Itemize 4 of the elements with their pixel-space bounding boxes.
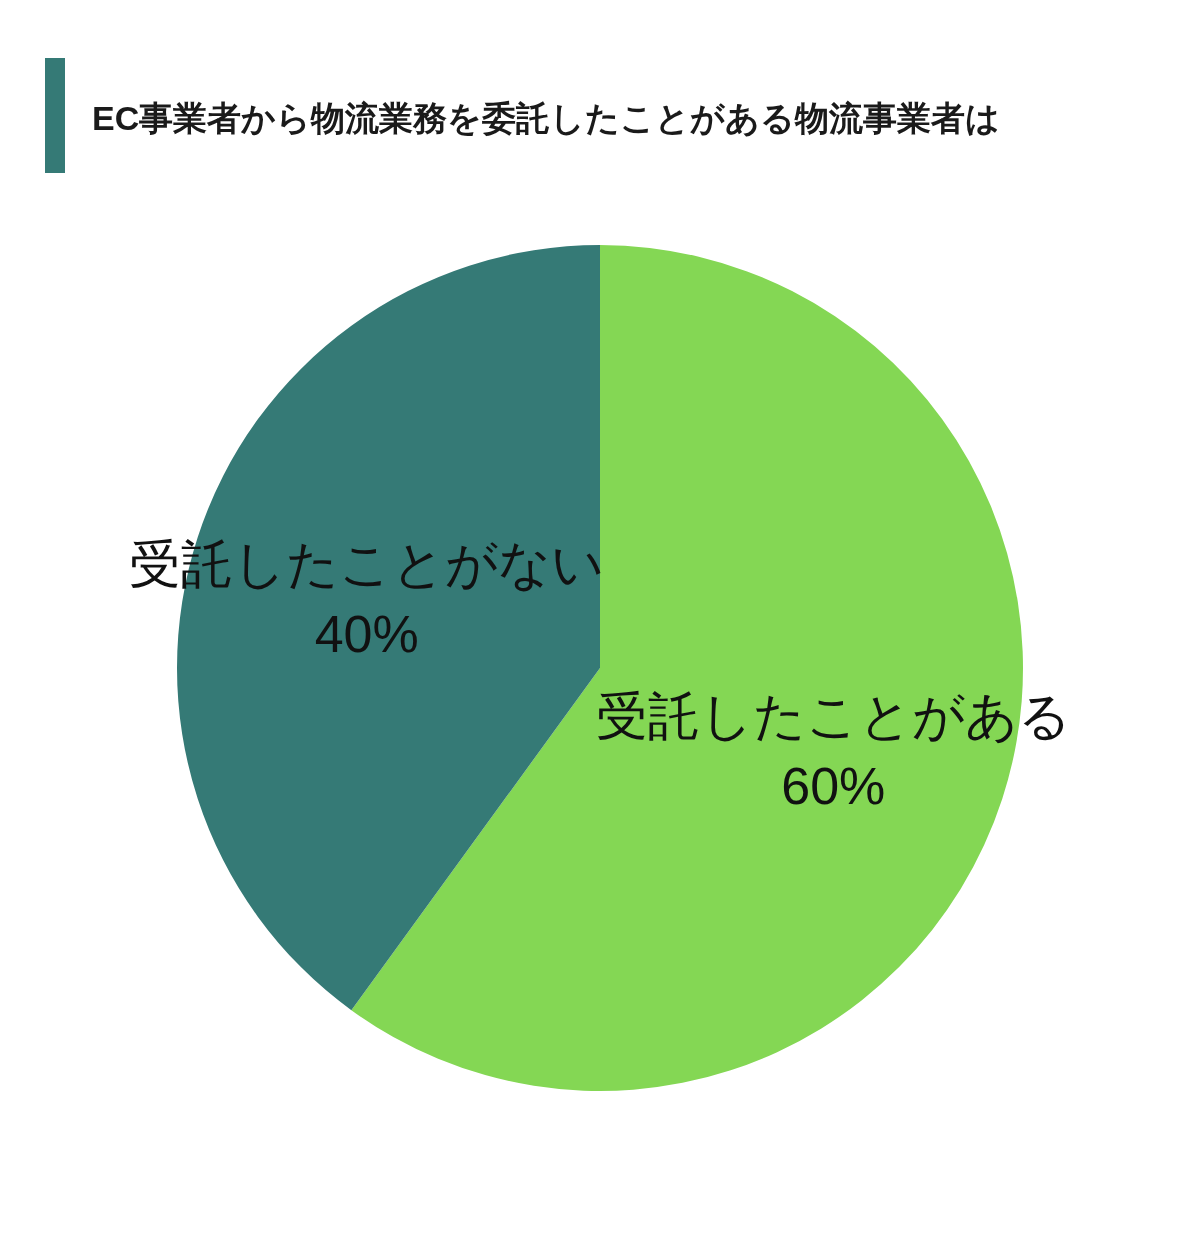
data-label: 60% [781, 756, 886, 815]
data-label: 40% [314, 605, 419, 664]
slice-label: 受託したことがある [595, 686, 1071, 745]
chart-title: EC事業者から物流業務を委託したことがある物流事業者は [92, 99, 1001, 137]
